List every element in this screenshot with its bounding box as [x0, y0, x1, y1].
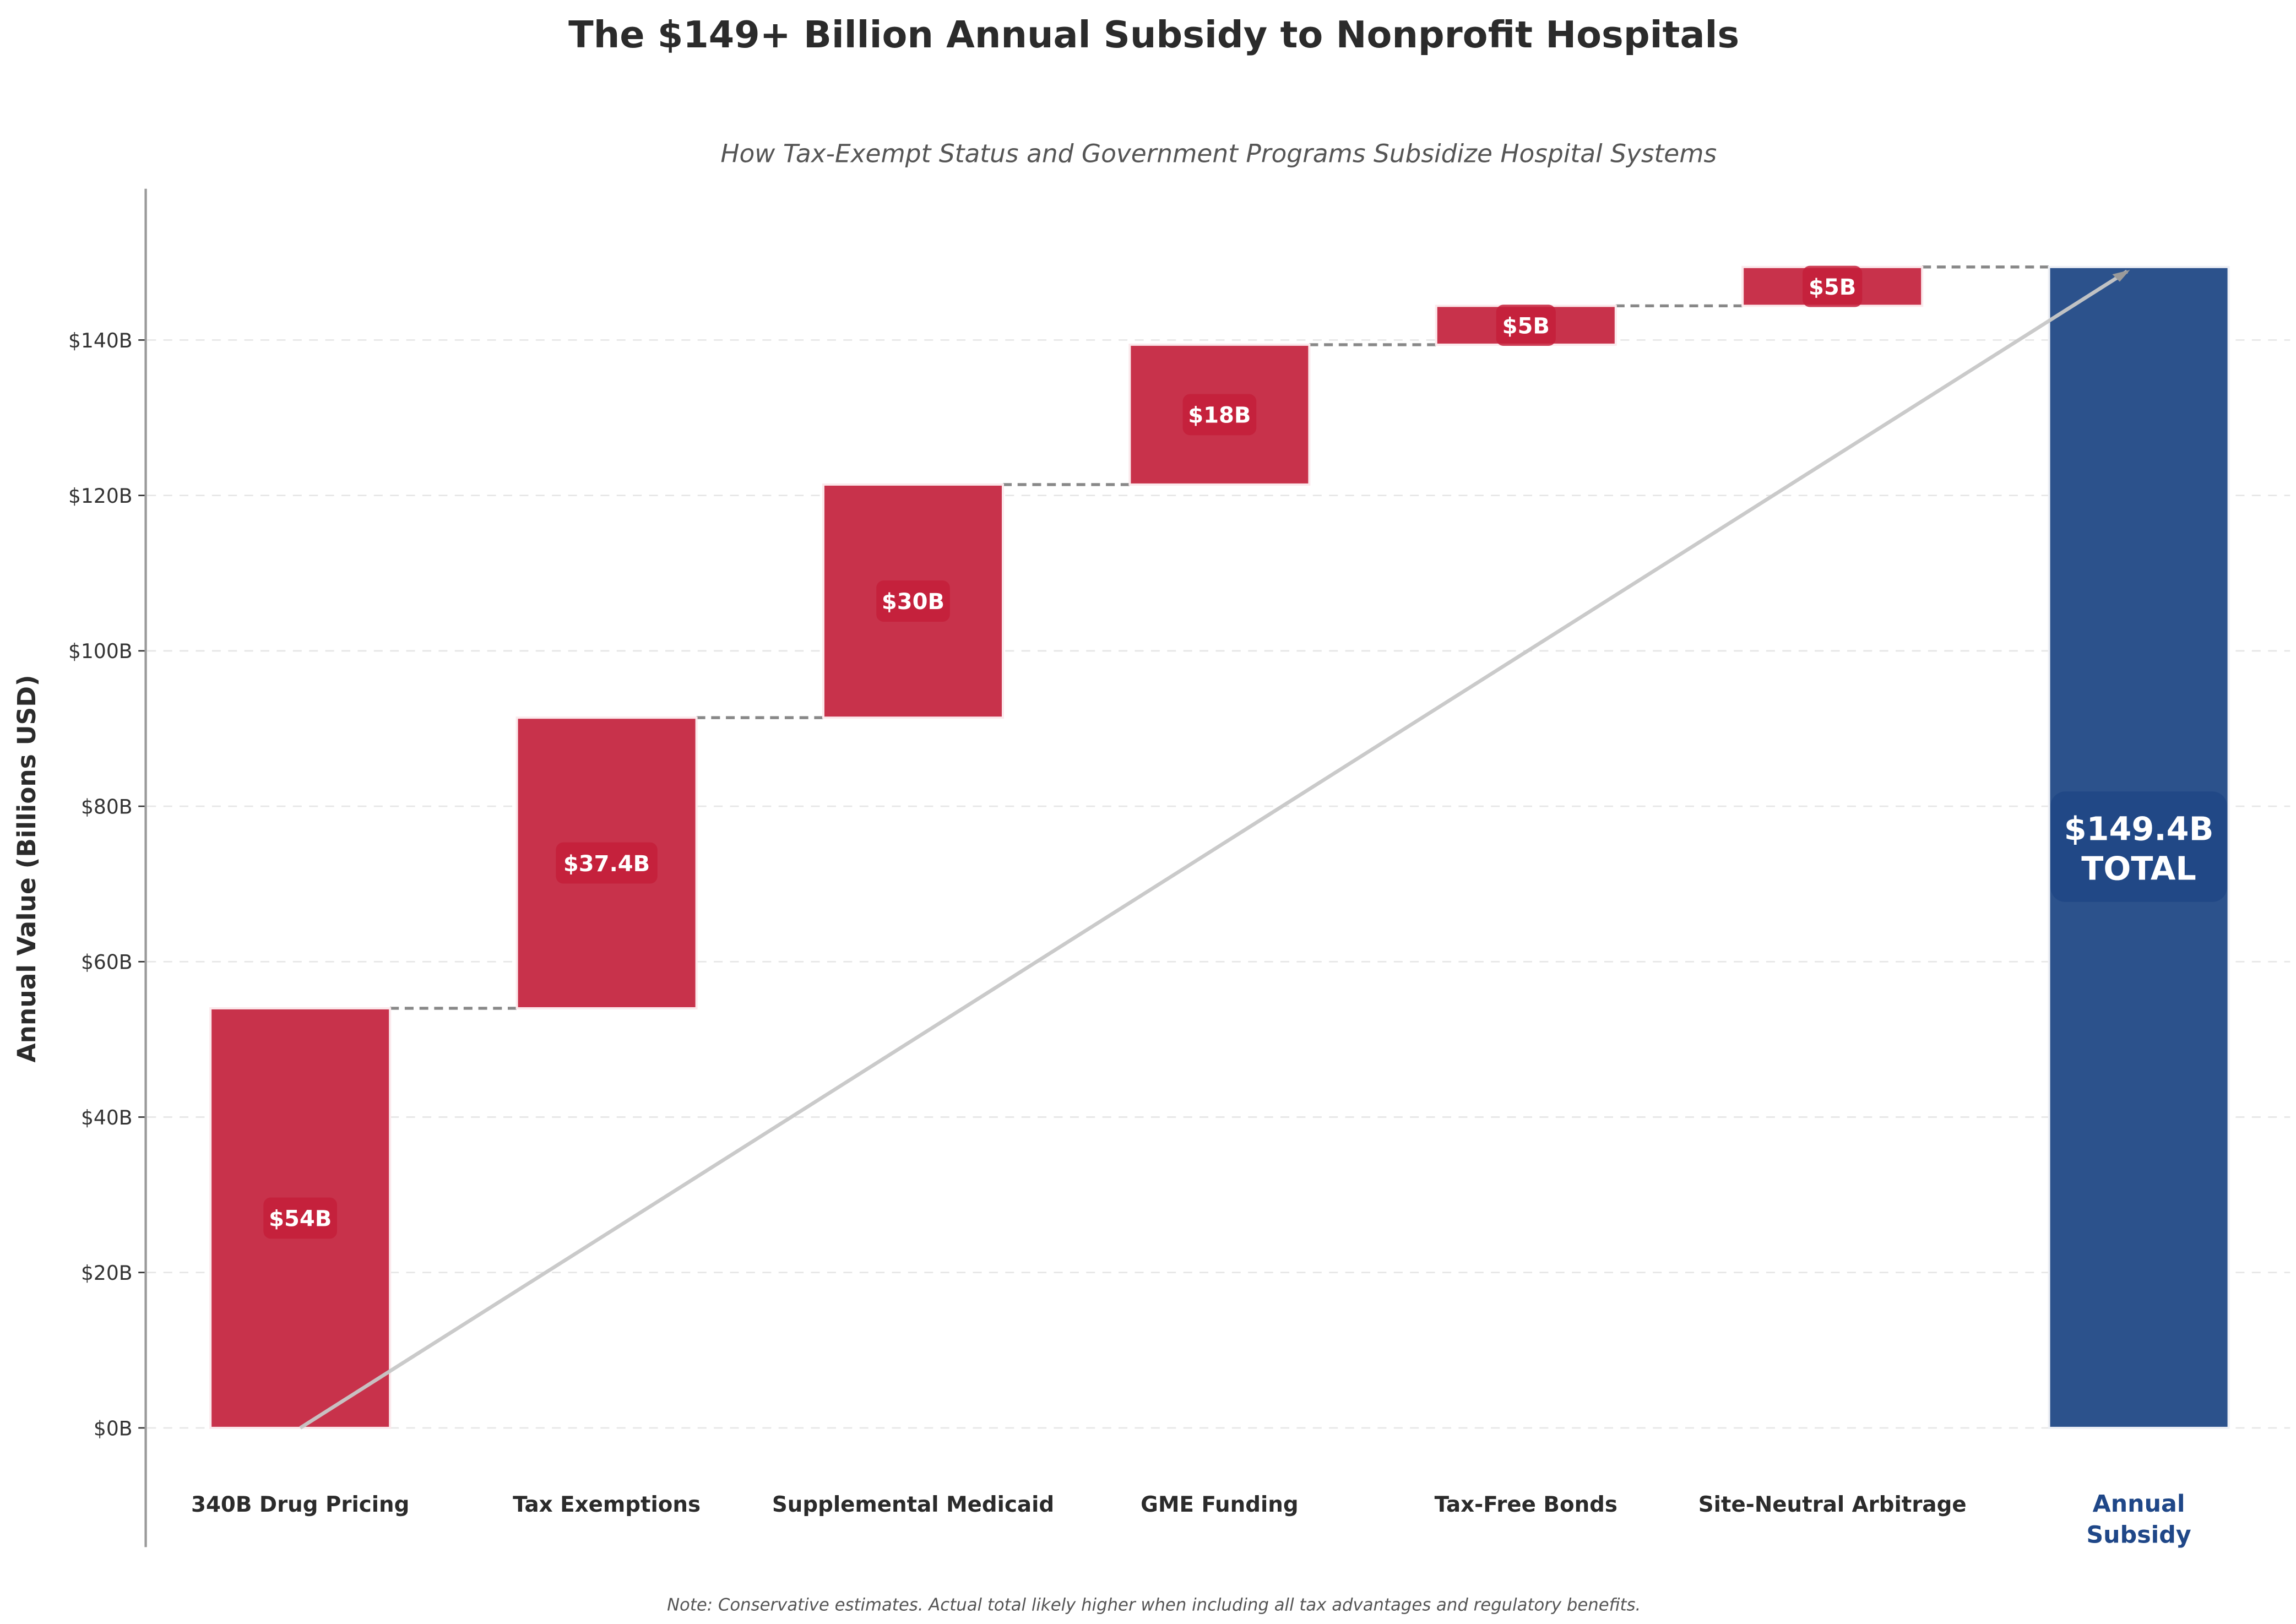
data-label-badge — [263, 1197, 337, 1239]
y-tick-label: $100B — [68, 640, 133, 663]
category-label: GME Funding — [1141, 1492, 1298, 1517]
bar-2 — [515, 716, 698, 1009]
y-tick-label: $120B — [68, 485, 133, 508]
y-tick-label: $40B — [81, 1106, 133, 1129]
data-label: $5B — [1809, 275, 1856, 300]
data-label-badge — [1182, 394, 1257, 436]
total-value-label: $149.4B — [2064, 810, 2214, 848]
data-label: $5B — [1502, 313, 1550, 339]
y-axis-ticks: $0B $20B $40B $60B $80B $100B $120B $140B — [68, 329, 146, 1440]
grid-lines — [147, 339, 2290, 1429]
category-label: 340B Drug Pricing — [191, 1492, 409, 1517]
total-text-label: TOTAL — [2081, 850, 2196, 888]
y-tick-label: $140B — [68, 329, 133, 352]
data-label: $37.4B — [563, 851, 650, 877]
trend-arrow-line — [299, 270, 2128, 1430]
data-label: $18B — [1188, 403, 1251, 428]
category-label: Site-Neutral Arbitrage — [1698, 1492, 1967, 1517]
data-label-badge — [556, 842, 658, 884]
chart-subtitle: How Tax-Exempt Status and Government Pro… — [720, 139, 1717, 169]
y-tick-label: $20B — [81, 1262, 133, 1285]
y-tick-label: $0B — [94, 1417, 133, 1440]
category-label: Supplemental Medicaid — [772, 1492, 1054, 1517]
x-axis-categories: 340B Drug Pricing Tax Exemptions Supplemen… — [191, 1490, 2191, 1549]
category-label: Tax-Free Bonds — [1435, 1492, 1617, 1517]
data-label-badge — [876, 580, 950, 622]
data-label: $54B — [269, 1207, 332, 1232]
y-axis-label: Annual Value (Billions USD) — [12, 675, 41, 1062]
y-tick-label: $80B — [81, 795, 133, 818]
category-label-total: Subsidy — [2086, 1521, 2191, 1549]
chart-note: Note: Conservative estimates. Actual tot… — [667, 1595, 1641, 1615]
data-label-badge — [1803, 265, 1863, 307]
data-label: $30B — [882, 589, 945, 615]
connector-lines — [390, 265, 2049, 1010]
category-label-total: Annual — [2093, 1490, 2185, 1518]
data-label-badge — [1496, 305, 1556, 346]
total-label-badge — [2050, 791, 2227, 902]
y-tick-label: $60B — [81, 951, 133, 974]
trend-arrow — [299, 270, 2130, 1430]
trend-arrow-head — [2112, 270, 2130, 282]
category-label: Tax Exemptions — [513, 1492, 701, 1517]
chart-title: The $149+ Billion Annual Subsidy to Nonp… — [568, 13, 1739, 56]
